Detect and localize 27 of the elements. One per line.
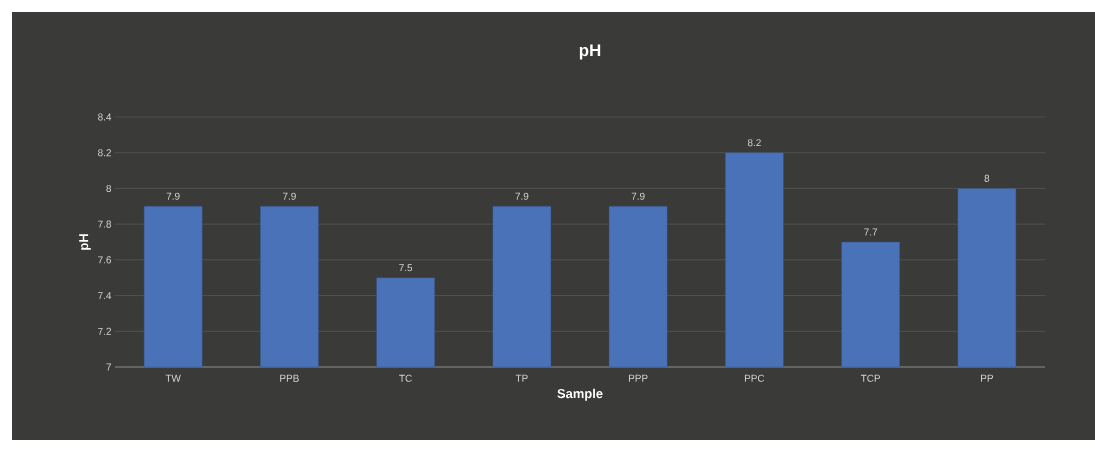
y-tick-label: 7.2	[98, 327, 111, 335]
data-label: 7.5	[399, 264, 413, 272]
data-label: 8.2	[747, 139, 761, 147]
y-tick-label: 7.4	[98, 292, 112, 299]
y-tick-label: 7.8	[98, 220, 112, 228]
x-tick-label: PPB	[280, 374, 299, 382]
data-label: 7.9	[515, 192, 529, 200]
chart-title: pH	[579, 44, 601, 60]
data-label: 7.9	[282, 192, 296, 200]
x-tick-label: PP	[981, 374, 994, 382]
x-tick-label: PPC	[744, 374, 765, 382]
y-tick-label: 7.6	[98, 256, 112, 264]
y-tick-label: 7	[106, 363, 111, 371]
x-tick-label: TP	[515, 374, 528, 382]
x-tick-label: TW	[165, 374, 181, 382]
x-tick-label: TCP	[860, 374, 881, 382]
y-tick-label: 8.4	[98, 113, 112, 121]
y-axis-title: pH	[79, 234, 91, 250]
data-label: 7.9	[631, 192, 645, 200]
x-axis-title: Sample	[557, 388, 603, 401]
data-label: 7.7	[864, 228, 878, 236]
y-tick-label: 8.2	[98, 149, 111, 157]
x-tick-label: TC	[399, 374, 412, 382]
y-tick-label: 8	[106, 184, 112, 192]
data-label: 8	[984, 174, 990, 182]
x-tick-label: PPP	[628, 374, 648, 382]
data-label: 7.9	[166, 192, 180, 200]
